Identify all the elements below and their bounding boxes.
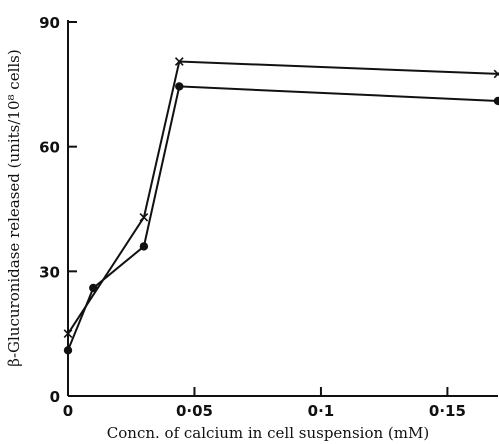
data-point-dot xyxy=(493,96,499,106)
x-tick-label: 0·15 xyxy=(429,402,466,420)
series xyxy=(63,57,499,355)
y-tick-label: 90 xyxy=(39,14,60,32)
data-point-cross xyxy=(174,57,184,66)
axes xyxy=(67,20,498,397)
data-point-dot xyxy=(89,283,98,293)
x-axis-title: Concn. of calcium in cell suspension (mM… xyxy=(107,424,429,442)
x-tick-label: 0·1 xyxy=(308,402,335,420)
series-dot-line xyxy=(67,85,499,351)
data-point-dot xyxy=(139,242,149,251)
data-point-dot xyxy=(175,82,184,91)
data-point-cross xyxy=(493,69,499,79)
data-point-cross xyxy=(139,212,149,222)
ticks: 0 30 60 90 0 0·05 0·1 0·15 xyxy=(39,14,466,420)
y-tick-label: 60 xyxy=(39,139,60,157)
series-cross-line xyxy=(67,60,499,335)
data-point-dot xyxy=(63,346,73,355)
data-point-cross xyxy=(63,329,73,339)
y-axis-title: β-Glucuronidase released (units/10⁸ cell… xyxy=(5,49,23,366)
y-tick-label: 30 xyxy=(39,263,60,281)
x-tick-label: 0·05 xyxy=(176,402,213,420)
y-tick-label: 0 xyxy=(50,388,60,406)
x-tick-label: 0 xyxy=(63,402,73,420)
